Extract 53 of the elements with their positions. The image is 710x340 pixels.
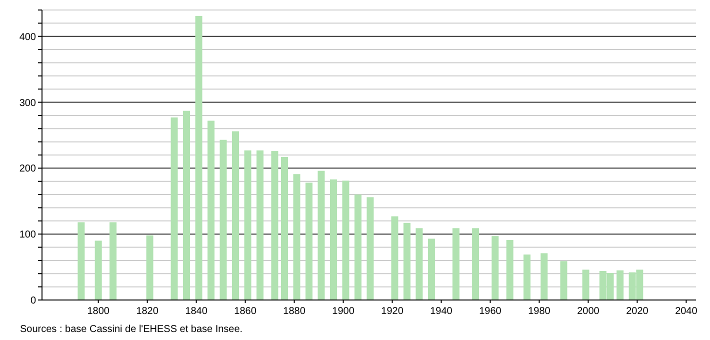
bar — [523, 254, 530, 300]
x-tick-label: 1900 — [332, 306, 355, 317]
bar — [472, 228, 480, 300]
bar — [318, 170, 325, 300]
bar — [616, 270, 624, 300]
bar — [195, 16, 202, 300]
bar — [220, 140, 227, 300]
x-tick-label: 1880 — [283, 306, 306, 317]
bar — [146, 235, 154, 300]
bar — [232, 131, 240, 300]
bar — [452, 228, 460, 300]
x-tick-label: 2020 — [626, 306, 649, 317]
y-tick-label: 400 — [19, 32, 36, 43]
bar — [293, 174, 300, 300]
bar — [78, 222, 85, 300]
x-tick-label: 1920 — [381, 306, 404, 317]
bar — [305, 182, 312, 300]
bar — [428, 238, 435, 300]
bar — [280, 156, 288, 300]
bar — [391, 216, 398, 300]
bar — [94, 240, 102, 300]
bar — [540, 253, 548, 300]
bar — [330, 179, 337, 300]
y-tick-label: 300 — [19, 98, 36, 109]
bar — [366, 197, 374, 300]
bar — [416, 228, 423, 300]
x-tick-label: 2000 — [577, 306, 600, 317]
bar — [170, 117, 178, 300]
bar — [582, 270, 590, 300]
x-tick-label: 1940 — [430, 306, 453, 317]
source-note: Sources : base Cassini de l'EHESS et base Insee. — [20, 324, 243, 335]
bar — [208, 120, 215, 300]
bar — [403, 222, 410, 300]
x-tick-label: 2040 — [675, 306, 698, 317]
bar — [492, 236, 499, 300]
x-tick-label: 1820 — [136, 306, 159, 317]
x-tick-label: 1960 — [479, 306, 502, 317]
x-tick-label: 1840 — [185, 306, 208, 317]
bar — [506, 240, 514, 300]
bar — [110, 222, 117, 300]
bar — [183, 110, 190, 300]
bar — [244, 150, 252, 300]
bar — [560, 261, 568, 300]
y-tick-label: 200 — [19, 164, 36, 175]
bar — [354, 194, 362, 300]
bar — [256, 150, 264, 300]
y-tick-label: 100 — [19, 230, 36, 241]
x-tick-label: 1800 — [87, 306, 110, 317]
bar — [342, 180, 350, 300]
x-tick-label: 1980 — [528, 306, 551, 317]
x-tick-label: 1860 — [234, 306, 257, 317]
y-tick-label: 0 — [30, 296, 36, 306]
bar — [271, 151, 278, 300]
